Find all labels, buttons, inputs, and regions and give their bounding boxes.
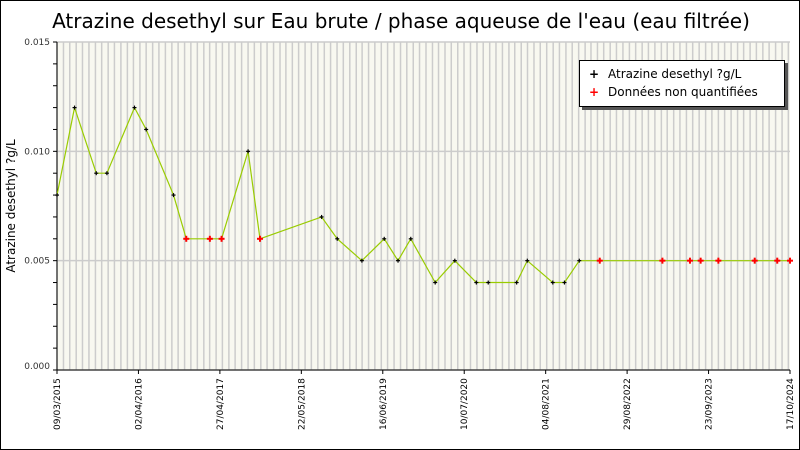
data-point: [474, 280, 479, 285]
x-tick-label: 17/10/2024: [786, 378, 796, 430]
data-point: [144, 127, 149, 132]
legend-entry-non-quantified: + Données non quantifiées: [588, 85, 758, 99]
data-point: [319, 214, 324, 219]
data-point: [452, 258, 457, 263]
data-point: [396, 258, 401, 263]
data-point: [72, 105, 77, 110]
data-point: [132, 105, 137, 110]
y-tick-label: 0.010: [24, 147, 50, 157]
data-point: [171, 193, 176, 198]
data-point: [335, 236, 340, 241]
data-point: [562, 280, 567, 285]
y-tick-label: 0.000: [24, 362, 50, 372]
data-point-non-quantified: [751, 257, 758, 264]
data-point: [246, 149, 251, 154]
data-point: [104, 171, 109, 176]
data-point: [550, 280, 555, 285]
data-point-non-quantified: [596, 257, 603, 264]
data-point-non-quantified: [715, 257, 722, 264]
data-point: [433, 280, 438, 285]
data-point: [408, 236, 413, 241]
data-point: [514, 280, 519, 285]
data-point-non-quantified: [256, 235, 263, 242]
data-point-non-quantified: [659, 257, 666, 264]
x-tick-label: 04/08/2021: [542, 378, 552, 430]
data-point-non-quantified: [206, 235, 213, 242]
data-point-non-quantified: [183, 235, 190, 242]
chart-title: Atrazine desethyl sur Eau brute / phase …: [52, 9, 750, 33]
y-axis-label: Atrazine desethyl ?g/L: [4, 139, 18, 273]
legend: + Atrazine desethyl ?g/L + Données non q…: [579, 60, 785, 107]
x-tick-label: 29/08/2022: [623, 378, 633, 430]
data-point: [577, 258, 582, 263]
legend-entry-quantified: + Atrazine desethyl ?g/L: [588, 67, 741, 81]
legend-marker-black: +: [588, 67, 600, 81]
legend-marker-red: +: [588, 85, 600, 99]
data-point-non-quantified: [686, 257, 693, 264]
y-tick-label: 0.015: [24, 38, 50, 48]
data-point: [525, 258, 530, 263]
x-tick-label: 22/05/2018: [297, 378, 307, 430]
x-tick-label: 16/06/2019: [379, 378, 389, 430]
data-point: [55, 193, 59, 198]
x-tick-label: 02/04/2016: [134, 378, 144, 430]
data-point: [359, 258, 364, 263]
y-tick-label: 0.005: [24, 257, 50, 267]
data-point: [382, 236, 387, 241]
legend-label: Données non quantifiées: [608, 85, 758, 99]
x-tick-label: 10/07/2020: [460, 378, 470, 430]
data-point: [486, 280, 491, 285]
x-tick-label: 23/09/2023: [705, 378, 715, 430]
data-point-non-quantified: [218, 235, 225, 242]
data-point-non-quantified: [697, 257, 704, 264]
legend-label: Atrazine desethyl ?g/L: [608, 67, 742, 81]
x-tick-label: 27/04/2017: [216, 378, 226, 430]
x-tick-label: 09/03/2015: [53, 378, 63, 430]
data-point-non-quantified: [774, 257, 781, 264]
data-point: [94, 171, 99, 176]
data-point-non-quantified: [787, 257, 793, 264]
